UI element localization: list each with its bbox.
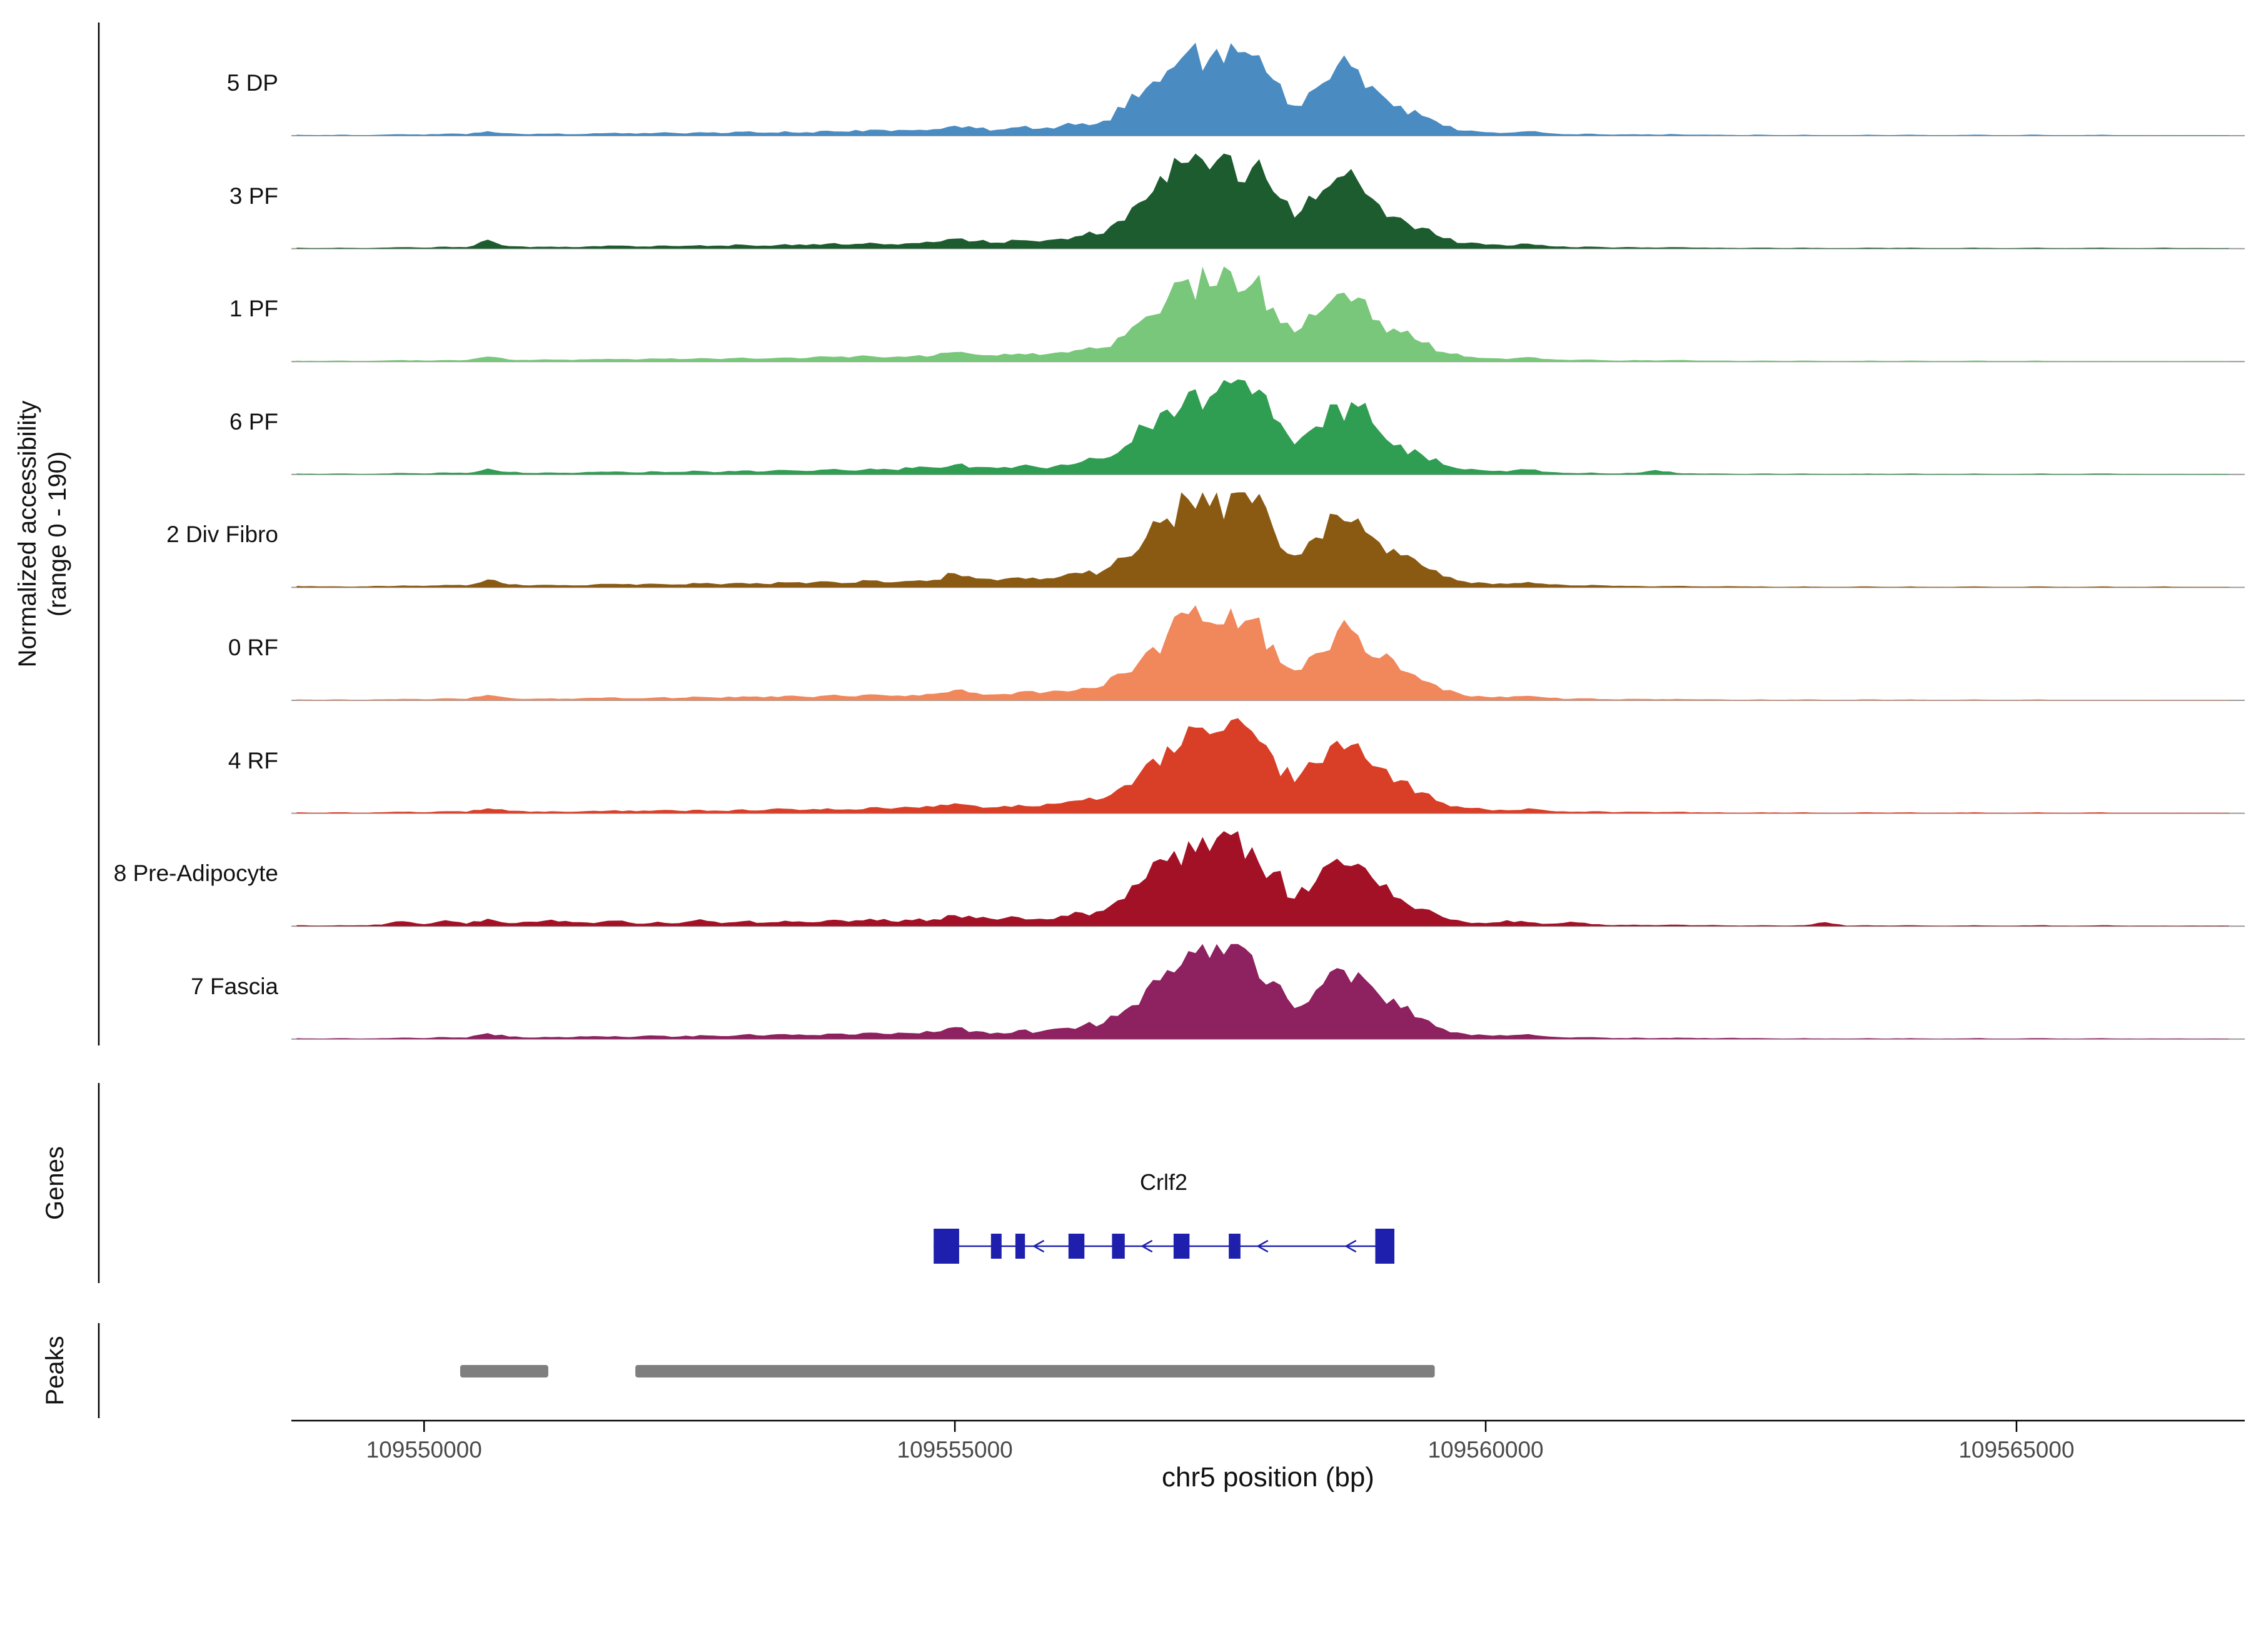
track-label-5-dp: 5 DP — [226, 70, 278, 96]
y-axis-label-line1: Normalized accessibility — [14, 400, 41, 668]
track-label-6-pf: 6 PF — [229, 408, 278, 435]
x-tick-label-109560000: 109560000 — [1428, 1437, 1544, 1463]
track-label-7-fascia: 7 Fascia — [191, 973, 278, 999]
signal-area-6-pf — [296, 379, 2229, 475]
gene-strand-arrow-icon — [1141, 1239, 1153, 1253]
gene-exon — [1173, 1234, 1190, 1259]
peaks-section-label: Peaks — [41, 1336, 69, 1406]
gene-exon — [1068, 1234, 1085, 1259]
gene-exon — [990, 1234, 1002, 1259]
gene-exon — [1229, 1234, 1241, 1259]
x-axis-title: chr5 position (bp) — [1162, 1462, 1374, 1493]
track-label-1-pf: 1 PF — [229, 296, 278, 322]
track-label-4-rf: 4 RF — [228, 747, 278, 773]
y-axis-label-line2: (range 0 - 190) — [44, 451, 71, 617]
signal-area-8-pre-adipocyte — [296, 831, 2229, 927]
signal-area-1-pf — [296, 266, 2229, 362]
track-label-3-pf: 3 PF — [229, 183, 278, 209]
peak-bar — [635, 1365, 1435, 1378]
gene-strand-arrow-icon — [1256, 1239, 1269, 1253]
gene-exon — [1112, 1234, 1125, 1259]
signal-area-2-div-fibro — [296, 492, 2229, 588]
chart-canvas — [98, 23, 2245, 1432]
gene-strand-arrow-icon — [1344, 1239, 1357, 1253]
signal-area-0-rf — [296, 605, 2229, 700]
gene-exon — [934, 1229, 959, 1264]
track-label-0-rf: 0 RF — [228, 635, 278, 660]
track-label-2-div-fibro: 2 Div Fibro — [166, 521, 278, 548]
x-tick-label-109550000: 109550000 — [366, 1437, 482, 1463]
gene-name-label: Crlf2 — [1139, 1169, 1187, 1195]
signal-area-7-fascia — [296, 944, 2229, 1039]
x-tick-label-109565000: 109565000 — [1958, 1437, 2075, 1463]
gene-exon — [1375, 1229, 1395, 1264]
track-label-8-pre-adipocyte: 8 Pre-Adipocyte — [113, 860, 278, 887]
gene-strand-arrow-icon — [1032, 1239, 1045, 1253]
x-tick-label-109555000: 109555000 — [897, 1437, 1013, 1463]
signal-area-3-pf — [296, 153, 2229, 249]
peak-bar — [460, 1365, 548, 1378]
gene-exon — [1015, 1234, 1025, 1259]
y-axis-label: Normalized accessibility (range 0 - 190) — [13, 253, 73, 815]
signal-area-4-rf — [296, 718, 2229, 813]
signal-area-5-dp — [296, 43, 2229, 136]
